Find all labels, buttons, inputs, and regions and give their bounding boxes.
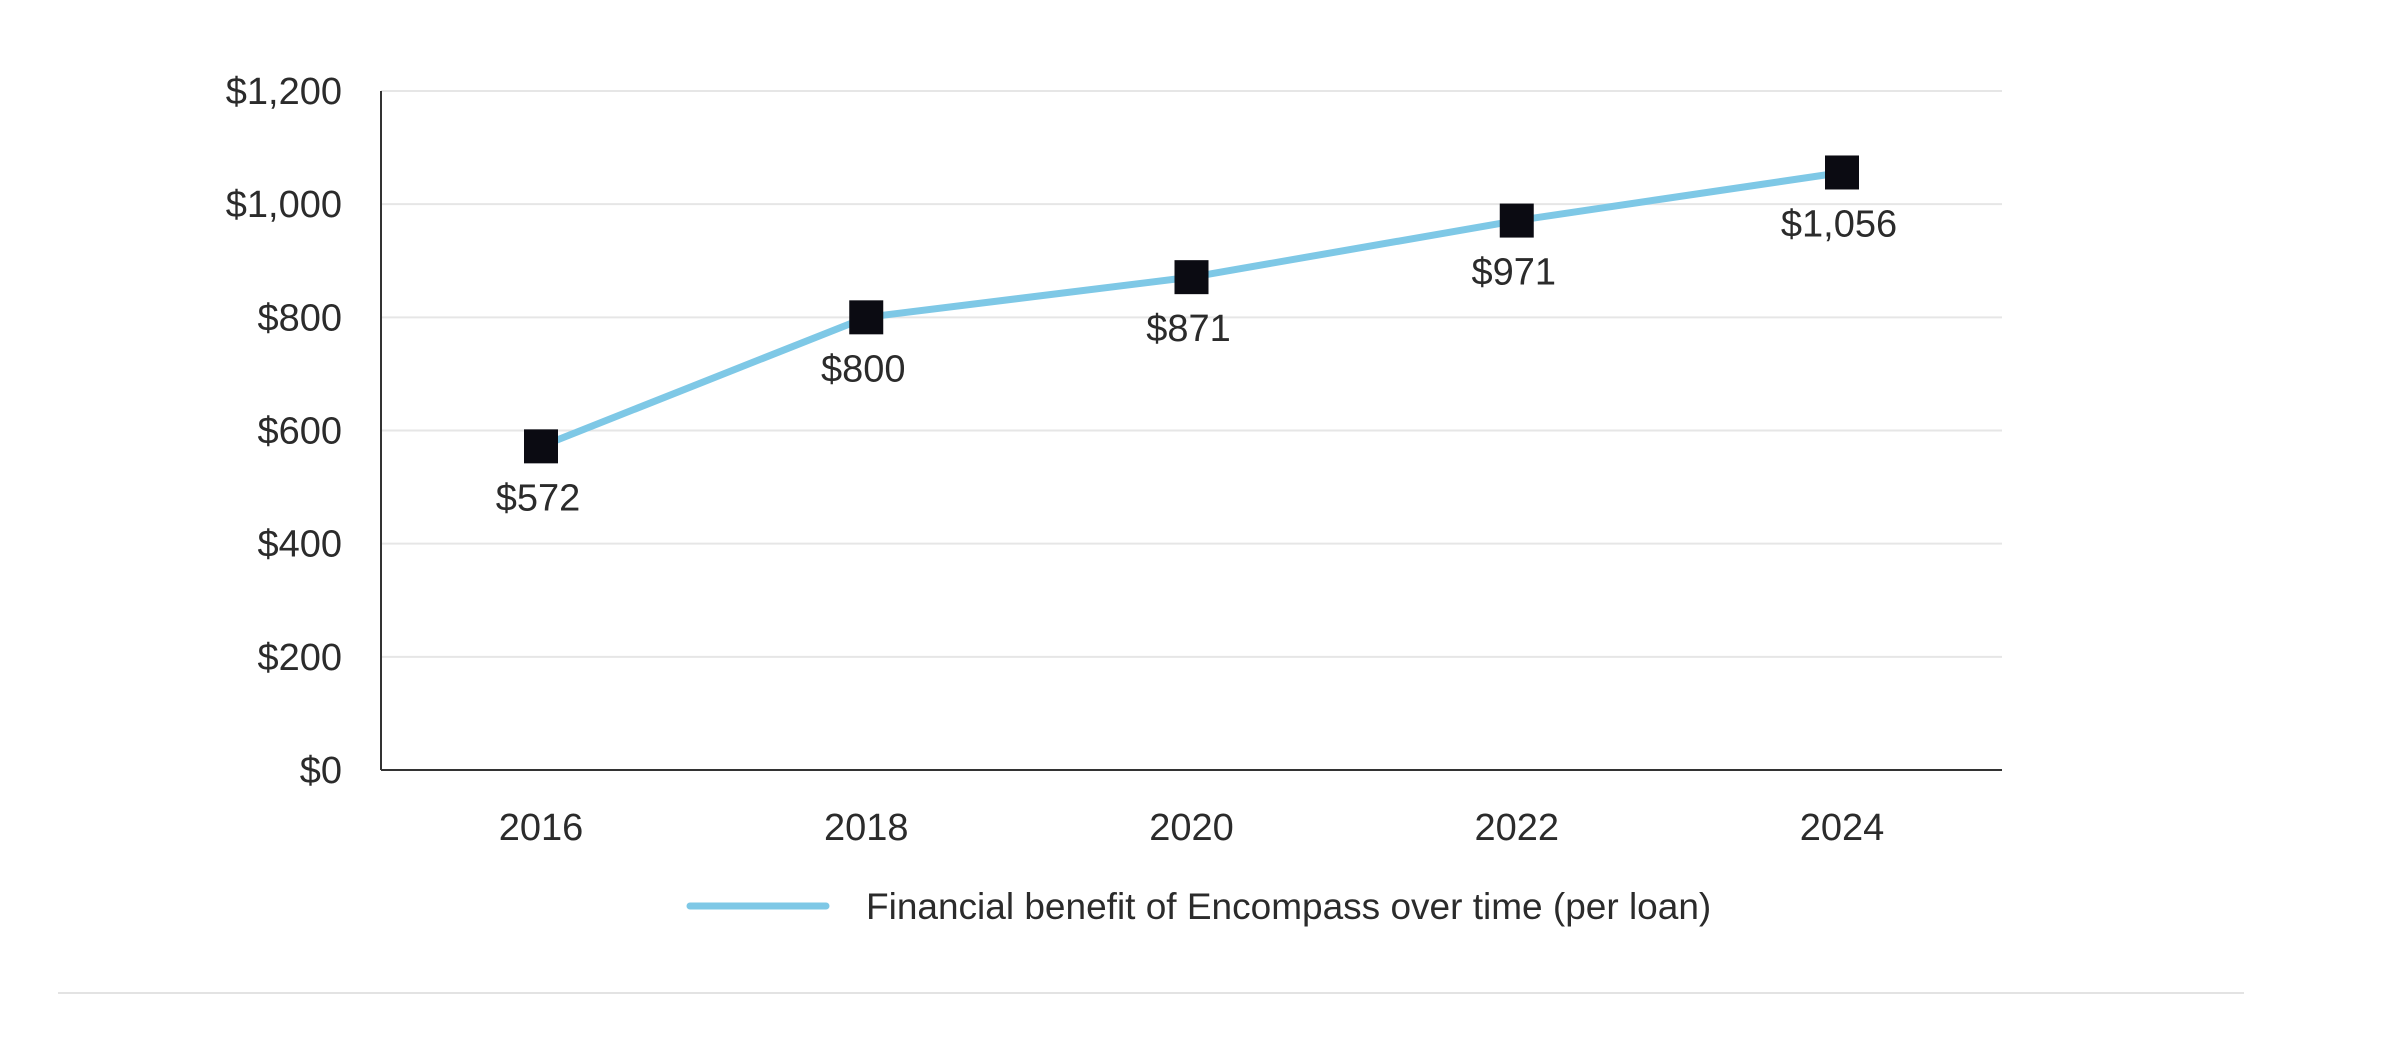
y-tick-label: $600: [257, 411, 342, 453]
data-point-marker: [524, 429, 558, 464]
data-point-marker: [1174, 260, 1209, 295]
y-tick-label: $0: [300, 750, 342, 792]
y-tick-label: $1,000: [226, 184, 342, 226]
marker-layer: [524, 155, 1859, 464]
y-tick-labels: $0 $200 $400 $600 $800 $1,000 $1,200: [226, 71, 342, 792]
x-tick-label: 2018: [824, 807, 909, 849]
x-tick-label: 2020: [1149, 807, 1234, 849]
y-tick-label: $1,200: [226, 71, 342, 113]
data-point-marker: [849, 300, 884, 335]
legend: Financial benefit of Encompass over time…: [686, 886, 1711, 927]
x-tick-label: 2022: [1474, 807, 1559, 849]
y-tick-label: $200: [257, 637, 342, 679]
axis-layer: [380, 91, 2002, 771]
legend-label: Financial benefit of Encompass over time…: [866, 886, 1711, 927]
x-tick-label: 2016: [499, 807, 584, 849]
data-point-marker: [1825, 155, 1859, 190]
data-labels: $572 $800 $871 $971 $1,056: [496, 203, 1897, 519]
data-label: $800: [821, 348, 906, 390]
data-label: $871: [1146, 308, 1231, 350]
data-label: $572: [496, 477, 581, 519]
y-tick-label: $800: [257, 297, 342, 339]
data-label: $971: [1471, 252, 1556, 294]
grid-layer: [381, 90, 2002, 658]
x-tick-labels: 2016 2018 2020 2022 2024: [499, 807, 1885, 849]
x-tick-label: 2024: [1800, 807, 1885, 849]
data-point-marker: [1499, 203, 1534, 238]
y-tick-label: $400: [257, 524, 342, 566]
data-label: $1,056: [1781, 203, 1897, 245]
